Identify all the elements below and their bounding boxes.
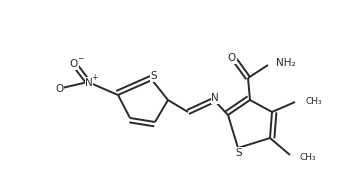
Text: O: O xyxy=(70,59,78,69)
Text: N: N xyxy=(211,93,219,103)
Text: S: S xyxy=(236,148,242,158)
Text: NH₂: NH₂ xyxy=(276,58,296,68)
Text: +: + xyxy=(91,72,97,82)
Text: CH₃: CH₃ xyxy=(299,153,316,161)
Text: CH₃: CH₃ xyxy=(305,96,322,106)
Text: N: N xyxy=(85,78,93,88)
Text: O: O xyxy=(228,53,236,63)
Text: −: − xyxy=(77,54,83,64)
Text: S: S xyxy=(151,71,157,81)
Text: O: O xyxy=(55,84,63,94)
